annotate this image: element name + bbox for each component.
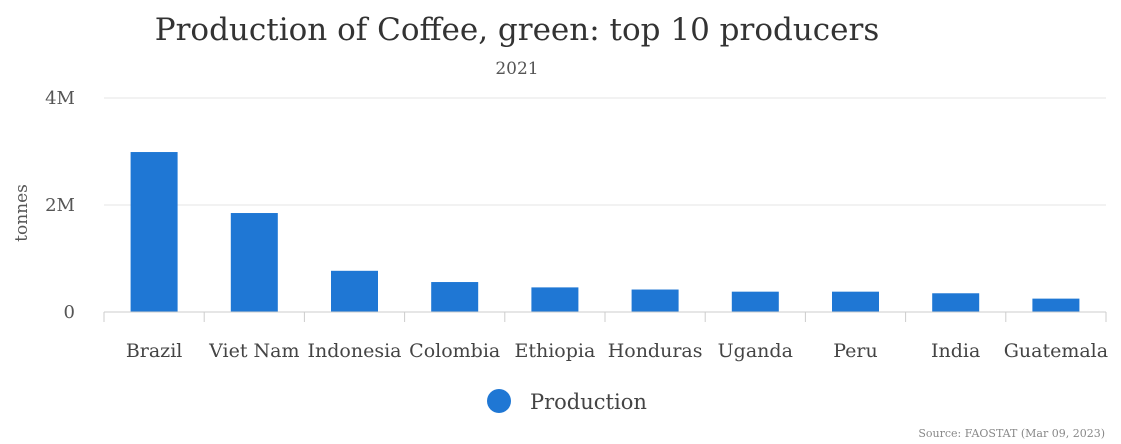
y-axis-ticks: 0 2M 4M	[45, 88, 75, 323]
bar-guatemala	[1032, 298, 1080, 312]
x-tick-label: Brazil	[126, 340, 183, 362]
x-tick-label: Guatemala	[1004, 340, 1108, 362]
x-tick-label: Peru	[833, 340, 878, 362]
y-tick-label: 2M	[45, 195, 75, 216]
legend: Production	[487, 389, 647, 414]
source-note: Source: FAOSTAT (Mar 09, 2023)	[918, 427, 1105, 440]
x-tick-label: Indonesia	[308, 340, 402, 362]
legend-marker-production	[487, 389, 511, 413]
bar-peru	[832, 291, 879, 312]
y-axis-label: tonnes	[12, 184, 32, 242]
bar-viet-nam	[230, 213, 278, 312]
y-tick-label: 0	[64, 302, 75, 323]
bar-india	[932, 293, 980, 312]
bar-uganda	[731, 291, 779, 312]
y-tick-label: 4M	[45, 88, 75, 109]
x-tick-label: Colombia	[409, 340, 500, 362]
chart-title: Production of Coffee, green: top 10 prod…	[155, 12, 879, 48]
x-tick-label: Viet Nam	[208, 340, 299, 362]
chart-subtitle: 2021	[495, 59, 538, 79]
x-tick-label: Uganda	[718, 340, 793, 362]
bar-honduras	[631, 289, 679, 312]
legend-label-production: Production	[530, 390, 647, 414]
bar-indonesia	[331, 270, 378, 312]
bar-ethiopia	[531, 287, 579, 312]
gridlines	[104, 97, 1106, 206]
x-axis-labels: Brazil Viet Nam Indonesia Colombia Ethiopia H…	[126, 340, 1108, 362]
bar-brazil	[130, 152, 178, 312]
x-tick-label: Ethiopia	[514, 340, 595, 362]
x-axis	[103, 311, 1107, 322]
bars	[130, 152, 1080, 312]
bar-colombia	[431, 282, 479, 312]
x-tick-label: India	[931, 340, 980, 362]
x-tick-label: Honduras	[608, 340, 703, 362]
